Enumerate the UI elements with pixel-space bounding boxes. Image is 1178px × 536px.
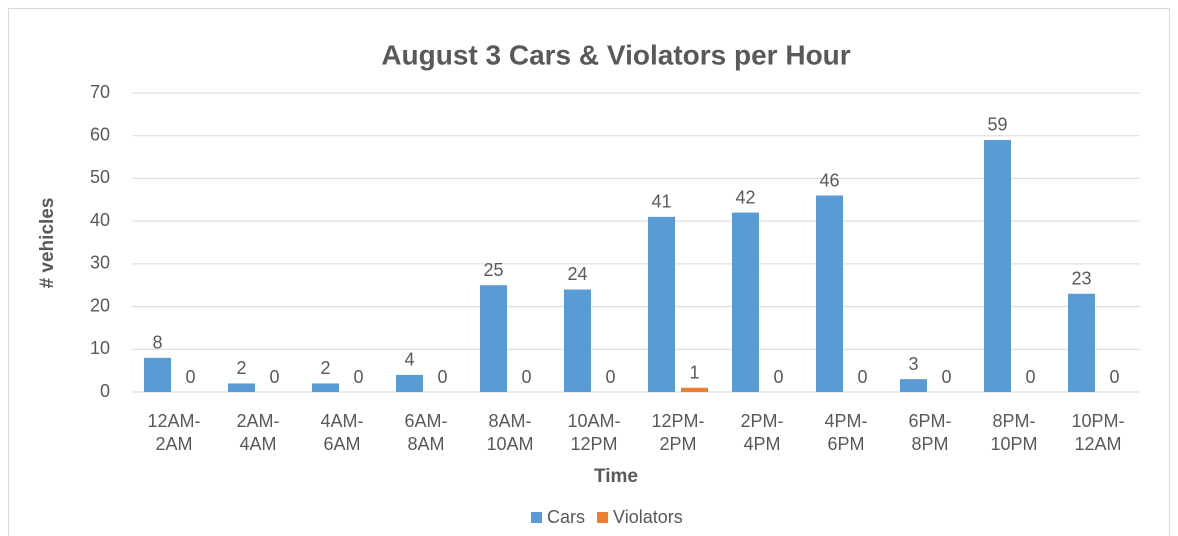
- x-tick-label: 12PM-2PM: [651, 411, 705, 454]
- x-tick-label: 8AM-10AM: [486, 411, 534, 454]
- data-label: 0: [521, 367, 531, 387]
- x-tick-label: 8PM-10PM: [990, 411, 1038, 454]
- data-label: 0: [773, 367, 783, 387]
- legend-swatch: [531, 512, 542, 523]
- y-tick-label: 30: [90, 253, 110, 273]
- data-label: 42: [735, 187, 755, 207]
- y-tick-label: 50: [90, 167, 110, 187]
- chart-frame: [8, 8, 1170, 536]
- x-tick-label: 6PM-8PM: [908, 411, 952, 454]
- y-tick-label: 20: [90, 295, 110, 315]
- bar: [984, 139, 1011, 392]
- data-label: 0: [857, 367, 867, 387]
- x-axis-title: Time: [594, 466, 638, 487]
- y-tick-label: 10: [90, 338, 110, 358]
- y-tick-label: 70: [90, 82, 110, 102]
- bar: [681, 387, 708, 392]
- data-label: 0: [269, 367, 279, 387]
- data-label: 0: [605, 367, 615, 387]
- bar: [732, 212, 759, 392]
- data-label: 24: [567, 264, 587, 284]
- data-label: 23: [1071, 269, 1091, 289]
- x-tick-label: 2PM-4PM: [740, 411, 784, 454]
- y-tick-label: 0: [100, 381, 110, 401]
- data-label: 3: [908, 354, 918, 374]
- x-tick-label: 10PM-12AM: [1071, 411, 1125, 454]
- bar: [1068, 293, 1095, 392]
- bar: [648, 216, 675, 392]
- y-tick-label: 60: [90, 124, 110, 144]
- bar: [900, 379, 927, 392]
- x-tick-label: 4AM-6AM: [320, 411, 364, 454]
- data-label: 0: [1025, 367, 1035, 387]
- data-label: 2: [320, 358, 330, 378]
- bar: [564, 289, 591, 392]
- data-label: 0: [353, 367, 363, 387]
- data-label: 25: [483, 260, 503, 280]
- legend-label: Violators: [613, 507, 683, 527]
- chart-title: August 3 Cars & Violators per Hour: [381, 39, 850, 70]
- bar: [144, 357, 171, 392]
- data-label: 0: [941, 367, 951, 387]
- bar: [396, 374, 423, 392]
- data-label: 0: [437, 367, 447, 387]
- data-label: 2: [236, 358, 246, 378]
- data-label: 4: [404, 350, 414, 370]
- data-label: 0: [185, 367, 195, 387]
- x-tick-label: 12AM-2AM: [147, 411, 201, 454]
- x-tick-label: 2AM-4AM: [236, 411, 280, 454]
- data-label: 1: [689, 362, 699, 382]
- data-label: 46: [819, 170, 839, 190]
- data-label: 0: [1109, 367, 1119, 387]
- y-tick-label: 40: [90, 210, 110, 230]
- data-label: 41: [651, 192, 671, 212]
- x-tick-label: 6AM-8AM: [404, 411, 448, 454]
- bar: [228, 383, 255, 392]
- x-tick-label: 10AM-12PM: [567, 411, 621, 454]
- legend-label: Cars: [547, 507, 585, 527]
- bar: [816, 195, 843, 392]
- data-label: 8: [152, 333, 162, 353]
- legend-swatch: [597, 512, 609, 523]
- x-tick-label: 4PM-6PM: [824, 411, 868, 454]
- bar: [480, 285, 507, 392]
- bar: [312, 383, 339, 392]
- data-label: 59: [987, 115, 1007, 135]
- y-axis-title: # vehicles: [37, 198, 58, 289]
